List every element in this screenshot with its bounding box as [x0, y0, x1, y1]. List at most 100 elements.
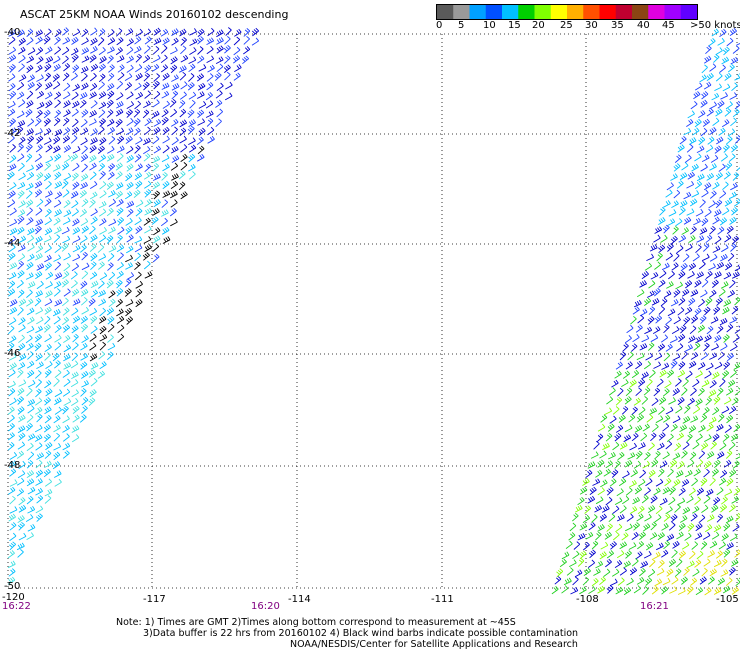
wind-barb	[189, 28, 197, 36]
wind-barb	[705, 270, 713, 279]
wind-barb	[727, 289, 735, 298]
wind-barb	[26, 234, 35, 244]
wind-barb	[728, 406, 737, 415]
wind-barb	[90, 37, 98, 46]
wind-barb	[597, 487, 605, 496]
wind-barb	[701, 64, 708, 74]
wind-barb	[633, 460, 642, 469]
wind-barb	[625, 523, 633, 532]
wind-barb	[89, 171, 97, 180]
wind-barb	[27, 398, 36, 407]
wind-barb	[651, 423, 659, 433]
wind-barb	[99, 171, 106, 180]
wind-barb	[18, 54, 26, 64]
wind-barb	[63, 109, 71, 117]
wind-barb	[71, 91, 79, 100]
wind-barb	[152, 45, 160, 55]
wind-barb	[600, 479, 608, 488]
wind-barb	[216, 108, 224, 118]
wind-barb	[62, 307, 70, 316]
wind-barb	[17, 119, 26, 128]
wind-barb	[647, 568, 656, 578]
wind-barb	[71, 371, 79, 380]
wind-barb	[705, 396, 712, 406]
wind-barb	[703, 342, 710, 352]
lon-label-108: -108	[576, 594, 599, 605]
wind-barb	[708, 416, 717, 425]
wind-barb	[133, 189, 141, 198]
wind-barb	[61, 243, 69, 252]
wind-barb	[716, 487, 724, 496]
wind-barb	[106, 118, 115, 127]
wind-barb	[701, 217, 709, 227]
wind-barb	[52, 73, 60, 82]
wind-barb	[52, 55, 61, 64]
wind-barb	[643, 523, 651, 532]
wind-barb	[8, 36, 16, 45]
wind-barb	[695, 335, 704, 344]
wind-barb	[570, 586, 579, 595]
wind-barb	[642, 586, 649, 595]
wind-barb	[656, 542, 664, 551]
wind-barb	[62, 27, 69, 36]
wind-barb	[666, 182, 674, 191]
wind-barb	[44, 28, 52, 37]
wind-barb	[625, 387, 633, 397]
wind-barb	[205, 100, 214, 109]
wind-barb	[62, 442, 71, 451]
wind-barb	[17, 81, 25, 91]
wind-barb	[53, 117, 61, 127]
wind-barb	[45, 56, 54, 64]
wind-barb	[675, 470, 684, 478]
wind-barb	[713, 559, 722, 568]
wind-barb	[692, 505, 700, 514]
wind-barb	[27, 135, 35, 145]
wind-barb	[582, 514, 591, 523]
wind-barb	[126, 91, 134, 100]
wind-barb	[729, 92, 738, 100]
wind-barb	[53, 415, 61, 424]
wind-barb	[63, 252, 71, 261]
wind-barb	[17, 46, 26, 55]
wind-barb	[696, 145, 705, 154]
wind-barb	[731, 586, 739, 595]
wind-barb	[8, 513, 16, 522]
wind-barb	[79, 99, 87, 109]
wind-barb	[80, 181, 88, 190]
wind-barb	[43, 235, 52, 243]
wind-barb	[711, 92, 720, 101]
wind-barb	[108, 136, 116, 145]
wind-barb	[44, 217, 52, 226]
wind-barb	[171, 28, 179, 36]
wind-barb	[632, 496, 640, 505]
wind-barb	[107, 72, 115, 82]
wind-barb	[161, 108, 169, 118]
wind-barb	[9, 262, 18, 270]
wind-barb	[665, 252, 673, 261]
wind-barb	[54, 342, 62, 351]
wind-barb	[673, 478, 681, 487]
wind-barb	[207, 126, 215, 136]
wind-barb	[732, 235, 740, 245]
wind-barb	[26, 261, 34, 270]
wind-barb	[706, 172, 715, 181]
wind-barb	[43, 127, 52, 136]
wind-barb	[35, 64, 43, 73]
wind-barb	[107, 351, 114, 361]
wind-barb	[79, 92, 88, 100]
wind-barb	[673, 316, 681, 325]
wind-barb	[7, 414, 15, 424]
wind-barb	[161, 226, 170, 235]
wind-barb	[572, 576, 579, 586]
wind-barb	[144, 225, 152, 234]
wind-barb	[675, 558, 683, 568]
wind-barb	[723, 299, 732, 307]
wind-barb	[45, 281, 53, 289]
wind-barb	[153, 199, 161, 208]
wind-barb	[723, 361, 731, 370]
wind-barb	[81, 251, 88, 261]
wind-barb	[8, 272, 17, 280]
wind-barb	[224, 35, 231, 45]
wind-barb	[80, 288, 89, 297]
wind-barb	[730, 182, 738, 191]
